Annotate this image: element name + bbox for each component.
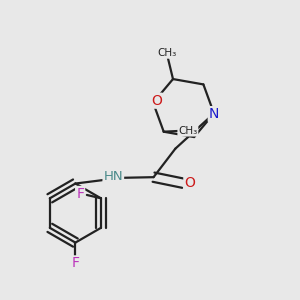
- Text: CH₃: CH₃: [178, 126, 197, 136]
- Text: N: N: [209, 107, 219, 121]
- Text: HN: HN: [103, 170, 123, 183]
- Text: CH₃: CH₃: [157, 48, 176, 58]
- Text: O: O: [151, 94, 162, 108]
- Text: F: F: [76, 187, 84, 201]
- Text: F: F: [71, 256, 80, 270]
- Text: O: O: [184, 176, 195, 190]
